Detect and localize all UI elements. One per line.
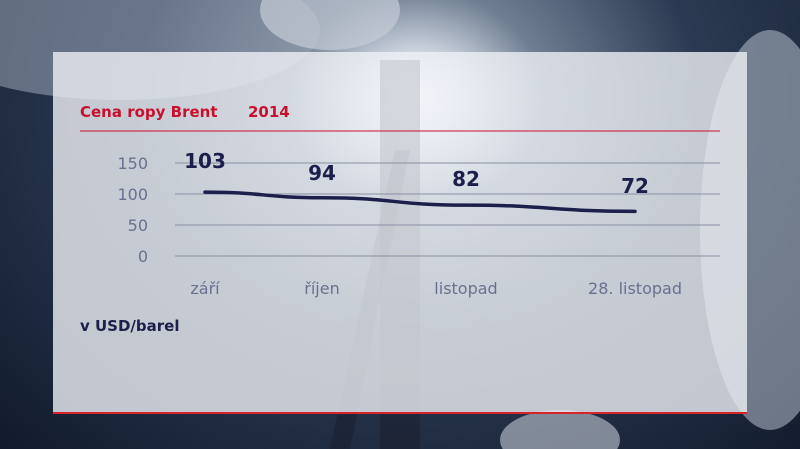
unit-label: v USD/barel	[80, 317, 180, 335]
chart-panel	[53, 52, 747, 414]
chart-year: 2014	[248, 103, 290, 121]
data-label: 72	[621, 174, 649, 198]
x-tick-label: listopad	[434, 279, 497, 298]
y-tick-label: 0	[138, 247, 148, 266]
x-tick-label: září	[190, 279, 220, 298]
data-point	[634, 210, 636, 212]
chart-title: Cena ropy Brent	[80, 103, 218, 121]
x-tick-label: 28. listopad	[588, 279, 682, 298]
data-point	[321, 197, 323, 199]
x-axis-ticks: září říjen listopad 28. listopad	[190, 279, 682, 298]
data-labels: 103 94 82 72	[184, 149, 649, 198]
y-tick-label: 150	[117, 154, 148, 173]
panel-bottom-rule	[53, 412, 747, 414]
x-tick-label: říjen	[304, 279, 339, 298]
y-tick-label: 50	[128, 216, 148, 235]
data-label: 103	[184, 149, 226, 173]
y-tick-label: 100	[117, 185, 148, 204]
series-line	[203, 190, 637, 214]
y-axis-ticks: 150 100 50 0	[117, 154, 148, 266]
series-brent	[203, 190, 637, 214]
data-point	[204, 191, 206, 193]
data-label: 82	[452, 167, 480, 191]
data-point	[465, 204, 467, 206]
data-label: 94	[308, 161, 336, 185]
